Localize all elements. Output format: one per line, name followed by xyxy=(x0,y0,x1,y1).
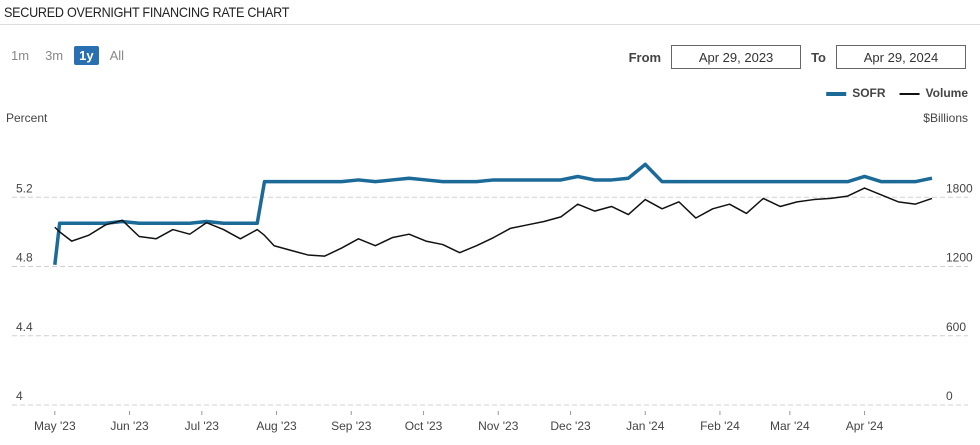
x-tick-label: Jul '23 xyxy=(185,419,220,433)
to-input[interactable]: Apr 29, 2024 xyxy=(836,45,966,69)
x-tick-label: Apr '24 xyxy=(846,419,884,433)
x-tick-label: Feb '24 xyxy=(700,419,740,433)
from-input[interactable]: Apr 29, 2023 xyxy=(671,45,802,69)
x-tick-label: Dec '23 xyxy=(550,419,591,433)
x-tick-label: Mar '24 xyxy=(770,419,810,433)
y-axis-title: Percent xyxy=(6,111,48,125)
chart-title: SECURED OVERNIGHT FINANCING RATE CHART xyxy=(4,4,290,20)
date-range: From Apr 29, 2023 To Apr 29, 2024 xyxy=(629,45,966,69)
y-tick-label: 4.8 xyxy=(16,251,33,265)
y2-tick-label: 1800 xyxy=(946,181,973,195)
x-tick-label: Nov '23 xyxy=(478,419,519,433)
x-tick-label: Oct '23 xyxy=(405,419,443,433)
x-tick-label: Jun '23 xyxy=(110,419,149,433)
x-tick-label: Sep '23 xyxy=(331,419,372,433)
y2-tick-label: 0 xyxy=(946,389,953,403)
from-label: From xyxy=(628,49,662,65)
legend-label: Volume xyxy=(926,86,969,100)
y-tick-label: 4 xyxy=(16,389,23,403)
y2-tick-label: 600 xyxy=(946,320,966,334)
to-label: To xyxy=(811,49,826,65)
range-button[interactable]: 3m xyxy=(45,48,64,63)
series-line xyxy=(54,187,933,257)
legend-label: SOFR xyxy=(852,86,886,100)
y2-tick-label: 1200 xyxy=(946,251,973,265)
x-tick-label: May '23 xyxy=(34,419,76,433)
y-tick-label: 4.4 xyxy=(16,320,33,334)
series-line xyxy=(53,162,933,265)
range-button[interactable]: All xyxy=(109,48,125,63)
range-buttons: 1m 3m 1y All xyxy=(6,46,129,65)
x-tick-label: Jan '24 xyxy=(626,419,665,433)
y-tick-label: 5.2 xyxy=(16,181,33,195)
title-rule xyxy=(0,24,980,25)
range-button[interactable]: 1m xyxy=(11,48,30,63)
range-button[interactable]: 1y xyxy=(74,46,99,65)
y2-axis-title: $Billions xyxy=(923,111,968,125)
x-tick-label: Aug '23 xyxy=(256,419,297,433)
